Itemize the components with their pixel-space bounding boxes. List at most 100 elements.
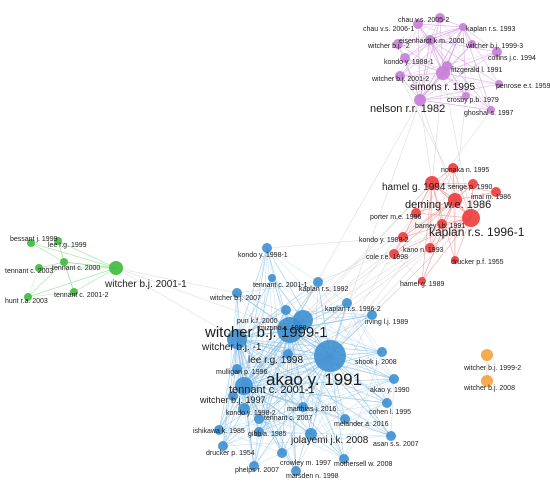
edge [429,39,500,85]
node-cohen[interactable] [382,398,392,408]
node-tennant2003[interactable] [35,264,43,272]
node-label-gibb: gibb a. 1985 [248,431,287,438]
edge [399,75,492,111]
node-kondo1998_2[interactable] [238,403,250,415]
node-witcher2001_1[interactable] [109,261,123,275]
node-bessant[interactable] [27,239,35,247]
node-label-kaplan1996: kaplan r.s. 1996-1 [429,225,525,239]
node-label-kondo1998_2: kondo y. 1998-2 [226,410,276,417]
node-melander[interactable] [340,414,350,424]
node-irving[interactable] [367,310,377,320]
node-asan[interactable] [386,431,396,441]
node-akao1991[interactable] [314,340,346,372]
node-drucker1954[interactable] [218,441,228,451]
node-porter[interactable] [411,208,421,218]
node-tennant2001_1s[interactable] [268,274,276,282]
node-witcher1999_2[interactable] [481,349,493,361]
edge [63,261,75,293]
node-lee1998[interactable] [283,349,293,359]
node-label-tennant2007: tennant c. 2007 [264,415,312,422]
node-shook[interactable] [377,347,387,357]
node-witcher2p[interactable] [393,39,403,49]
node-kondo1998[interactable] [262,243,272,253]
node-witcher2008[interactable] [481,375,493,387]
node-kaplan1993[interactable] [459,23,467,31]
node-lee1999[interactable] [54,237,62,245]
edge [218,368,238,431]
node-barney[interactable] [437,219,447,229]
nodes-layer [24,13,503,476]
node-kano[interactable] [425,243,435,253]
node-kaplan1996_2[interactable] [342,298,352,308]
node-label-witcher1999_1: witcher b.j. 1999-1 [204,324,328,341]
edge [266,236,404,249]
node-kaplan1996[interactable] [462,209,480,227]
edge [236,281,319,294]
node-ishikawa[interactable] [214,425,224,435]
node-tennant2000[interactable] [60,258,68,266]
node-witcher_1[interactable] [227,329,247,349]
node-crowley[interactable] [277,448,287,458]
node-witcher2001_2p[interactable] [395,71,405,81]
node-label-hamel1994: hamel g. 1994 [382,182,446,193]
node-simons[interactable] [436,66,450,80]
node-label-mothersell: mothersell w. 2008 [334,461,392,468]
edge [287,302,348,355]
edge [243,385,255,467]
node-kondo1988[interactable] [400,53,410,63]
edge [295,355,331,472]
node-penrose[interactable] [495,80,503,88]
node-collins[interactable] [492,47,502,57]
node-label-nelson: nelson r.r. 1982 [370,103,445,115]
node-kaplan1992[interactable] [313,277,323,287]
edge [454,95,467,201]
node-drucker1955[interactable] [451,256,459,264]
edge [415,212,472,219]
node-hunt[interactable] [24,293,32,301]
node-tennant2007[interactable] [254,414,264,424]
node-cole[interactable] [389,249,399,259]
edge [289,329,304,408]
edge [27,261,65,298]
node-kondo1988_2[interactable] [398,232,408,242]
node-deming[interactable] [448,193,462,207]
node-tennant2001_1[interactable] [235,377,253,395]
edge [289,329,383,353]
node-nonaka[interactable] [448,163,458,173]
node-label-kondo1988_2: kondo y. 1988-2 [359,237,409,244]
node-imai[interactable] [491,187,501,197]
node-jolayemi[interactable] [305,428,317,440]
node-witcher1999_3[interactable] [468,40,476,48]
node-chau2005[interactable] [435,13,445,23]
edge [343,378,395,460]
node-hamel1989[interactable] [418,277,426,285]
edge [266,247,283,454]
edge [289,182,433,331]
edge [442,72,472,219]
edge [462,26,467,97]
node-eisenhardt[interactable] [425,35,435,45]
node-marsden[interactable] [291,466,301,476]
node-chau2006[interactable] [413,19,423,29]
node-mulligan[interactable] [232,364,242,374]
edge [243,385,312,435]
node-mothersell[interactable] [339,454,349,464]
node-witcher1997[interactable] [228,391,238,401]
node-hamel1994[interactable] [425,176,439,190]
edge [442,51,498,74]
edge [302,314,373,321]
node-nelson[interactable] [414,94,426,106]
node-akao1990[interactable] [389,374,399,384]
node-gibb[interactable] [254,427,264,437]
edge [397,39,431,45]
edge [243,351,383,410]
node-pun[interactable] [281,305,291,315]
node-witcher1999_1[interactable] [277,317,303,343]
node-witcher2007[interactable] [232,288,242,298]
node-ghoshal[interactable] [487,106,495,114]
node-crosby[interactable] [462,92,470,100]
node-tennant2001_2[interactable] [70,288,78,296]
node-senge[interactable] [468,179,478,189]
node-matthias[interactable] [298,402,308,412]
node-phelps[interactable] [249,461,259,471]
